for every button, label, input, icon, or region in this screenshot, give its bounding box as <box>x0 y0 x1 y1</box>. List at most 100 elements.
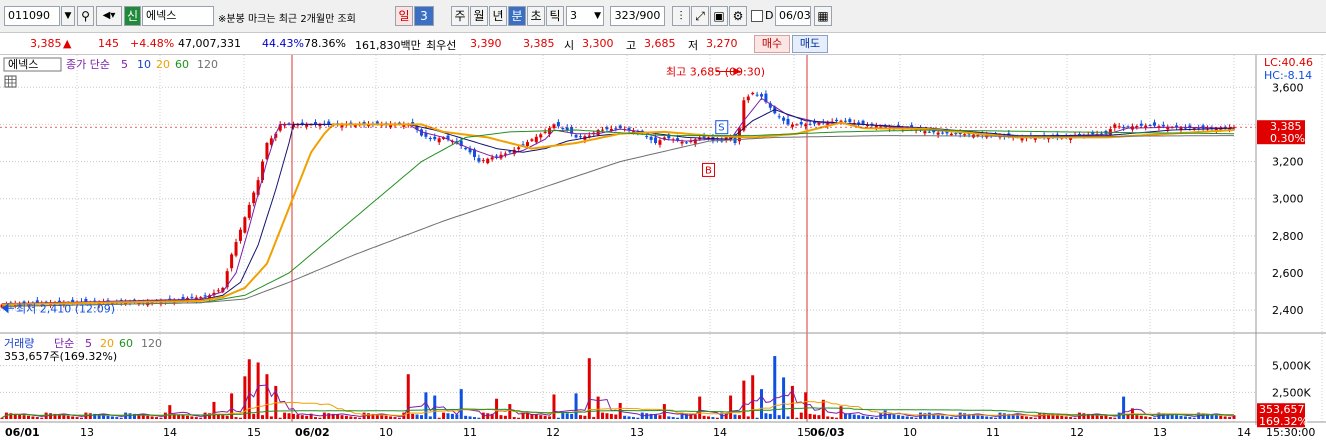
period-tick-button[interactable]: 틱 <box>546 6 564 26</box>
gear-icon[interactable]: ⚙ <box>729 6 747 26</box>
save-icon[interactable]: ▣ <box>710 6 728 26</box>
candle-body <box>1135 126 1139 128</box>
volume-bar <box>1091 414 1095 419</box>
period-day-button[interactable]: 일 <box>395 6 413 26</box>
volume-bar <box>1086 413 1090 419</box>
volume-bar <box>1148 417 1152 419</box>
stock-code-input[interactable]: 011090 <box>4 6 60 26</box>
candle-body <box>574 134 578 138</box>
candle-body <box>402 124 406 127</box>
vol-ma5-legend: 5 <box>85 337 92 350</box>
high-label: 고 <box>626 39 637 52</box>
volume-bar <box>888 413 892 419</box>
volume-ma-lines <box>1 384 1235 419</box>
time-tick-label: 14 <box>713 426 727 439</box>
speaker-icon[interactable]: ◀▾ <box>96 6 122 26</box>
volume-bar <box>252 413 256 419</box>
volume-bar <box>556 417 560 419</box>
volume-bar <box>601 412 605 419</box>
toolbar: 011090 ▼ ⚲ ◀▾ 신 에넥스 ※분봉 마크는 최근 2개월만 조회 일… <box>0 0 1326 33</box>
candle-body <box>764 93 768 103</box>
volume-bar <box>1007 413 1011 419</box>
candle-body <box>799 122 803 125</box>
count-field[interactable]: 323/900 <box>610 6 665 26</box>
volume-bar <box>283 412 287 419</box>
credit-label: 신 <box>126 9 139 23</box>
search-icon[interactable]: ⚲ <box>77 6 94 26</box>
candle-body <box>305 124 309 127</box>
calendar-icon[interactable]: ▦ <box>814 6 832 26</box>
volume-bar <box>1108 417 1112 419</box>
candle-body <box>932 130 936 133</box>
ma60-line <box>1 129 1234 307</box>
volume-bar <box>552 394 556 419</box>
candle-body <box>945 130 949 134</box>
sell-button[interactable]: 매도 <box>792 35 828 53</box>
draw-tool-icon[interactable]: ⤢ <box>691 6 709 26</box>
low-price: 3,270 <box>706 37 738 50</box>
candle-body <box>203 295 207 297</box>
volume-bar <box>53 413 57 419</box>
volume-bar <box>636 417 640 419</box>
volume-bar <box>570 413 574 419</box>
candle-body <box>1122 126 1126 129</box>
volume-bar <box>455 414 459 419</box>
period-year-button[interactable]: 년 <box>489 6 507 26</box>
candle-body <box>525 142 529 147</box>
buy-button[interactable]: 매수 <box>754 35 790 53</box>
bid-price: 3,385 <box>523 37 555 50</box>
candle-body <box>614 128 618 130</box>
volume-bar <box>565 413 569 419</box>
period-value[interactable]: 3 <box>414 6 434 26</box>
period-minute-button[interactable]: 분 <box>508 6 526 26</box>
open-label: 시 <box>564 39 575 52</box>
volume-bar <box>168 405 172 419</box>
volume-bar <box>393 417 397 419</box>
candle-body <box>865 124 869 126</box>
candle-body <box>539 134 543 138</box>
date-value: 06/03 <box>779 9 811 22</box>
volume-bar <box>676 417 680 419</box>
volume-bar <box>1104 414 1108 419</box>
period-week-button[interactable]: 주 <box>451 6 469 26</box>
candle-body <box>609 128 613 132</box>
candle-body <box>808 123 812 125</box>
period-month-button[interactable]: 월 <box>470 6 488 26</box>
volume-bar <box>826 416 830 419</box>
volume-bar <box>795 417 799 419</box>
candle-body <box>1113 124 1117 128</box>
volume-bar <box>269 416 273 419</box>
volume-bar <box>707 416 711 419</box>
volume-bar <box>857 415 861 419</box>
candle-type-icon[interactable]: ⫶ <box>672 6 690 26</box>
volume-bar <box>419 415 423 419</box>
grid-toggle-icon[interactable] <box>4 75 17 88</box>
stock-name-field[interactable]: 에넥스 <box>142 6 214 26</box>
d-checkbox[interactable] <box>751 10 763 22</box>
volume-bar <box>1166 413 1170 419</box>
interval-select[interactable]: 3 ▼ <box>566 6 604 26</box>
chevron-down-icon[interactable]: ▼ <box>61 6 75 26</box>
candle-body <box>216 290 220 292</box>
candle-body <box>1033 137 1037 140</box>
candle-body <box>375 121 379 125</box>
volume-bar <box>141 415 145 419</box>
volume-bar <box>684 413 688 419</box>
stock-chart[interactable]: 3,6003,4003,2003,0002,8002,6002,4005,000… <box>0 55 1326 445</box>
volume-bar <box>1024 416 1028 419</box>
candle-body <box>835 119 839 122</box>
volume-bar <box>751 375 755 419</box>
volume-bar <box>238 417 242 419</box>
candle-body <box>300 122 304 125</box>
date-field[interactable]: 06/03 <box>775 6 811 26</box>
candle-body <box>782 117 786 121</box>
ma120-legend: 120 <box>197 58 218 71</box>
period-second-button[interactable]: 초 <box>527 6 545 26</box>
volume-bar <box>874 417 878 419</box>
volume-bar <box>221 415 225 419</box>
candle-body <box>543 131 547 133</box>
volume-bar <box>963 413 967 419</box>
time-tick-label: 14 <box>1237 426 1251 439</box>
volume-bar <box>711 417 715 419</box>
candle-body <box>124 302 128 305</box>
